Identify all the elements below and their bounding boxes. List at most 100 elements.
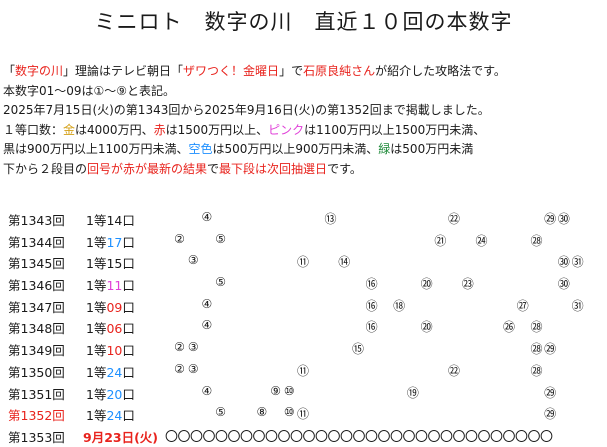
winning-number-label: ㉛ — [571, 255, 584, 270]
winning-number-label: ⑳ — [420, 320, 433, 335]
draw-row: 第1347回 1等09口 ④ ⑯ ⑱ ㉗ ㉛ — [0, 295, 607, 317]
prize-prefix: 1等 — [86, 321, 107, 337]
winning-number-label: ⑨ — [270, 383, 281, 398]
winning-number-label: ㉚ — [557, 255, 570, 270]
prize-prefix: 1等 — [86, 256, 107, 272]
winning-number-label: ㉙ — [544, 342, 557, 357]
winning-number-label: ⑧ — [256, 405, 268, 420]
intro-line: １等口数：金は4000万円、赤は1500万円以上、ピンクは1100万円以上150… — [3, 121, 506, 141]
prize-prefix: 1等 — [86, 213, 107, 228]
winning-number-label: ㉗ — [516, 298, 529, 313]
winning-number-label: ④ — [201, 296, 213, 311]
intro-segment: 回号が赤が最新の結果 — [87, 161, 208, 176]
prize-count: 1等06口 — [86, 318, 135, 337]
prize-winners: 14 — [106, 213, 123, 228]
winning-number-label: ㉙ — [544, 385, 557, 400]
prize-suffix: 口 — [122, 299, 135, 315]
intro-text: 「数字の川」理論はテレビ朝日「ザワつく！金曜日」で石原良純さんが紹介した攻略法で… — [3, 62, 506, 179]
intro-segment: 赤 — [153, 122, 166, 137]
intro-segment: 空色 — [188, 142, 213, 156]
winning-number-label: ⑲ — [406, 385, 419, 400]
winning-number-label: ④ — [201, 383, 213, 398]
winning-number-label: ⑩ — [283, 405, 295, 420]
intro-segment: は500万円未満 — [390, 142, 474, 156]
winning-number-label: ㉖ — [502, 320, 515, 335]
winning-number-label: ④ — [201, 210, 213, 224]
draw-number: 第1349回 — [8, 343, 65, 359]
intro-segment: 金 — [63, 122, 76, 137]
winning-number-label: ㉒ — [448, 363, 461, 378]
intro-line: 本数字01〜09は①〜⑨と表記。 — [3, 82, 506, 102]
winning-number-label: ⑪ — [297, 407, 310, 422]
intro-segment: 「 — [3, 64, 16, 78]
winning-number-label: ⑪ — [297, 363, 310, 378]
winning-number-label: ㉙ — [544, 407, 557, 422]
prize-winners: 11 — [106, 278, 123, 294]
winning-number-label: ⑮ — [351, 342, 364, 357]
page-title: ミニロト 数字の川 直近１０回の本数字 — [94, 10, 513, 34]
winning-number-label: ㉒ — [448, 212, 461, 226]
prize-suffix: 口 — [122, 278, 135, 294]
intro-segment: 」で — [279, 64, 304, 78]
intro-segment: 石原良純さん — [303, 64, 376, 78]
winning-number-label: ⑯ — [365, 298, 378, 313]
next-draw-number: 第1353回 — [8, 429, 65, 445]
intro-line: 2025年7月15日(火)の第1343回から2025年9月16日(火)の第135… — [3, 101, 506, 121]
prize-suffix: 口 — [122, 343, 135, 359]
winning-number-label: ⑱ — [393, 298, 406, 313]
intro-segment: ピンク — [268, 122, 305, 137]
next-draw-date: 9月23日(火) — [83, 429, 159, 445]
prize-suffix: 口 — [122, 256, 135, 272]
prize-winners: 09 — [106, 299, 123, 315]
pending-number-circles: 〇〇〇〇〇〇〇〇〇〇〇〇〇〇〇〇〇〇〇〇〇〇〇〇〇〇〇〇〇〇〇 — [165, 429, 553, 445]
winning-number-label: ⑬ — [324, 212, 337, 226]
draw-number: 第1347回 — [8, 299, 65, 315]
draw-number: 第1343回 — [8, 213, 65, 228]
prize-count: 1等11口 — [86, 275, 135, 294]
winning-number-label: ㉔ — [475, 233, 488, 248]
intro-segment: 下から２段目の — [3, 161, 88, 176]
draw-number: 第1345回 — [8, 256, 65, 272]
prize-count: 1等17口 — [86, 232, 135, 251]
prize-count: 1等24口 — [86, 362, 135, 381]
prize-winners: 24 — [106, 364, 123, 380]
intro-segment: が紹介した攻略法です。 — [375, 64, 506, 78]
winning-number-label: ㉙ — [544, 212, 557, 226]
prize-count: 1等15口 — [86, 253, 135, 272]
winning-number-label: ② — [174, 361, 185, 376]
winning-number-label: ⑭ — [338, 255, 351, 270]
draw-number: 第1348回 — [8, 321, 65, 337]
prize-winners: 10 — [106, 343, 123, 359]
intro-segment: 2025年7月15日(火)の第1343回から2025年9月16日(火)の第135… — [3, 103, 490, 117]
intro-segment: １等口数： — [3, 122, 64, 137]
prize-prefix: 1等 — [86, 408, 107, 424]
winning-number-label: ⑤ — [215, 405, 227, 420]
next-draw-row: 第1353回 9月23日(火) 〇〇〇〇〇〇〇〇〇〇〇〇〇〇〇〇〇〇〇〇〇〇〇〇〇〇… — [0, 425, 607, 447]
prize-prefix: 1等 — [86, 278, 107, 294]
winning-number-label: ㉛ — [571, 298, 584, 313]
prize-winners: 15 — [106, 256, 123, 272]
winning-number-label: ㉘ — [530, 363, 543, 378]
winning-number-label: ③ — [187, 253, 199, 268]
winning-number-label: ⑩ — [283, 383, 295, 398]
intro-segment: は500万円以上900万円未満、 — [212, 142, 379, 156]
winning-number-label: ㉚ — [557, 277, 570, 292]
winning-number-label: ② — [174, 231, 185, 246]
prize-prefix: 1等 — [86, 299, 107, 315]
intro-segment: 最下段は次回抽選日 — [219, 161, 328, 176]
prize-winners: 20 — [106, 386, 123, 402]
prize-prefix: 1等 — [86, 364, 107, 380]
winning-number-label: ③ — [187, 340, 199, 355]
draw-row: 第1352回 1等24口 ⑤ ⑧ ⑩ ⑪ ㉙ — [0, 403, 607, 425]
prize-count: 1等10口 — [86, 340, 135, 359]
intro-segment: 黒は900万円以上1100万円未満、 — [3, 142, 189, 156]
intro-segment: ザワつく！金曜日 — [183, 64, 280, 78]
intro-segment: は1100万円以上1500万円未満、 — [304, 122, 486, 137]
intro-segment: です。 — [327, 161, 362, 176]
winning-number-label: ⑯ — [365, 320, 378, 335]
intro-segment: 数字の川 — [15, 64, 64, 78]
draw-row: 第1346回 1等11口 ⑤ ⑯ ⑳ ㉓ ㉚ — [0, 273, 607, 295]
